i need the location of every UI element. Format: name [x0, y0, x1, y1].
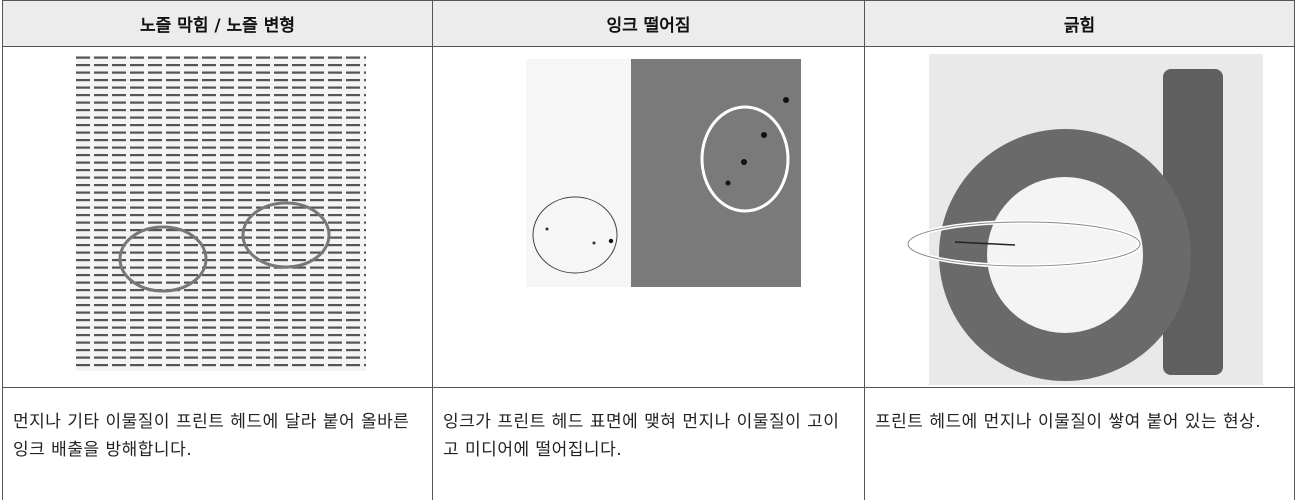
header-cell: 긁힘: [865, 1, 1295, 47]
image-cell: [3, 47, 433, 388]
nozzle-image: [3, 47, 433, 387]
image-cell: [865, 47, 1295, 388]
image-row: [3, 47, 1295, 388]
header-cell: 노즐 막힘 / 노즐 변형: [3, 1, 433, 47]
header-row: 노즐 막힘 / 노즐 변형 잉크 떨어짐 긁힘: [3, 1, 1295, 47]
page: 노즐 막힘 / 노즐 변형 잉크 떨어짐 긁힘: [0, 0, 1296, 481]
description: 잉크가 프린트 헤드 표면에 맺혀 먼지나 이물질이 고이고 미디어에 떨어집니…: [433, 388, 865, 500]
scratch-image: [865, 47, 1295, 387]
header-cell: 잉크 떨어짐: [433, 1, 865, 47]
description: 먼지나 기타 이물질이 프린트 헤드에 달라 붙어 올바른 잉크 배출을 방해합…: [3, 388, 433, 500]
ink-drop-image: [433, 47, 865, 387]
text-row: 먼지나 기타 이물질이 프린트 헤드에 달라 붙어 올바른 잉크 배출을 방해합…: [3, 388, 1295, 500]
description: 프린트 헤드에 먼지나 이물질이 쌓여 붙어 있는 현상.: [865, 388, 1295, 500]
image-cell: [433, 47, 865, 388]
